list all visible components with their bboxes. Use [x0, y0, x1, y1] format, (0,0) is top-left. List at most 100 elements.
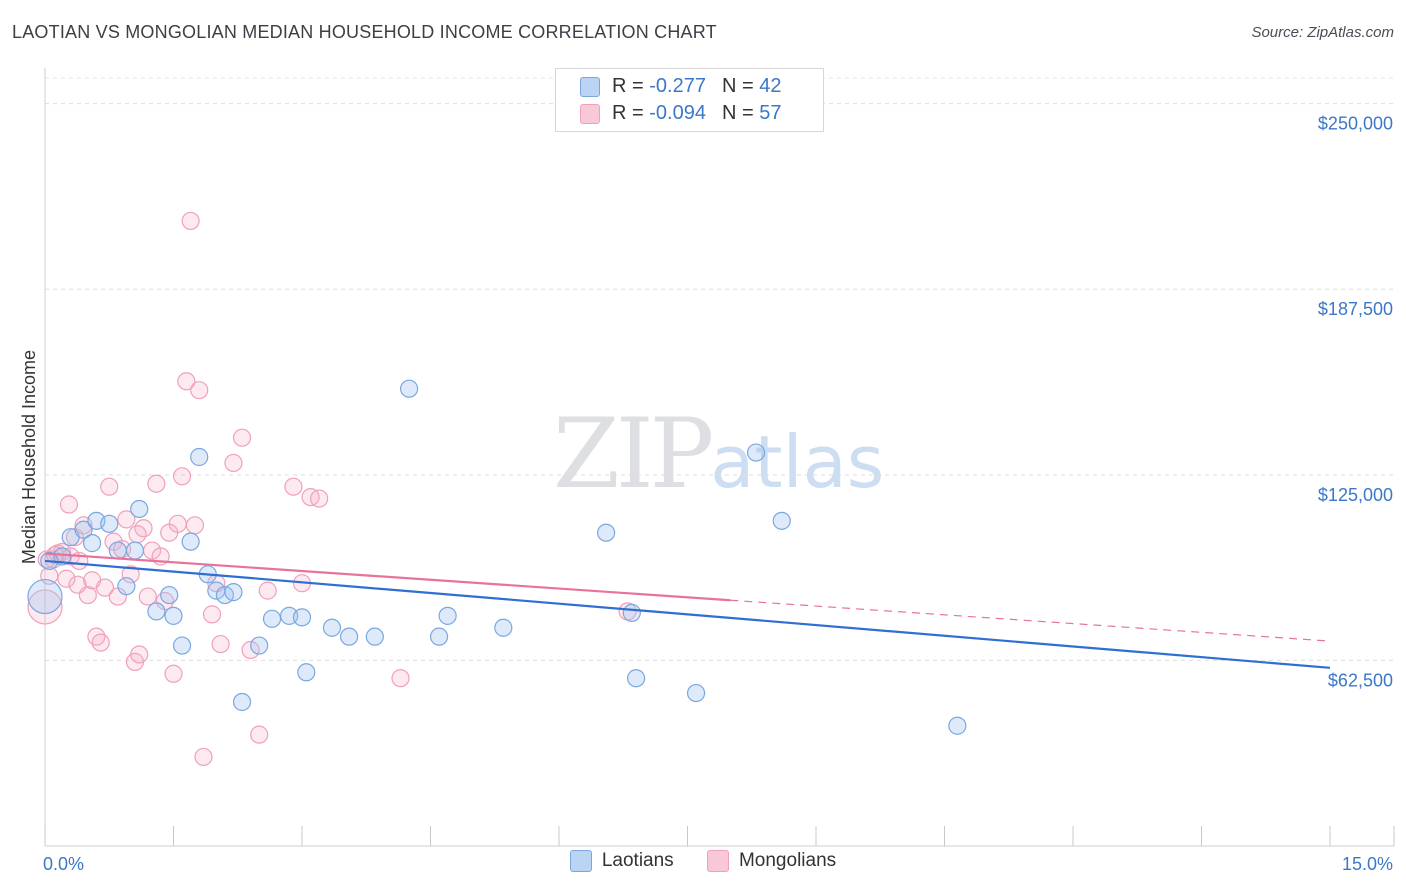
legend-row-mongolians: R = -0.094 N = 57 — [580, 102, 781, 128]
laotians-point-23 — [262, 609, 282, 628]
laotians-point-8 — [117, 577, 136, 596]
laotians-point-3 — [74, 520, 93, 539]
mongolians-point-26 — [147, 474, 166, 493]
mongolians-point-34 — [181, 211, 200, 231]
laotians-point-37 — [686, 683, 706, 703]
mongolians-point-53 — [68, 575, 87, 594]
y-tick-label-2: $187,500 — [1318, 299, 1393, 319]
laotians-point-7 — [108, 541, 127, 560]
mongolians-point-16 — [100, 477, 119, 496]
mongolians-point-41 — [224, 453, 243, 473]
x-tick-label-max: 15.0% — [1342, 854, 1393, 874]
correlation-legend: R = -0.277 N = 42 R = -0.094 N = 57 — [555, 68, 824, 132]
y-tick-label-1: $125,000 — [1318, 485, 1393, 505]
mongolians-point-22 — [130, 645, 149, 664]
mongolians-point-0 — [27, 589, 63, 625]
mongolians-point-45 — [258, 581, 277, 600]
laotians-point-6 — [100, 514, 119, 533]
mongolians-point-31 — [168, 514, 187, 533]
series-legend: Laotians Mongolians — [0, 850, 1406, 872]
laotians-point-15 — [181, 532, 200, 551]
laotians-point-12 — [160, 585, 179, 605]
laotians-point-4 — [83, 534, 102, 553]
laotians-point-25 — [292, 608, 312, 627]
mongolians-point-42 — [232, 428, 252, 447]
laotians-point-40 — [948, 716, 967, 735]
n-value-laotians: 42 — [759, 75, 782, 97]
x-axis-ticks — [44, 826, 1395, 846]
laotians-point-36 — [626, 669, 646, 688]
laotians-point-35 — [622, 603, 641, 622]
laotians-point-0 — [27, 578, 63, 615]
laotians-point-28 — [340, 627, 359, 646]
laotians-point-27 — [322, 618, 342, 637]
laotians-point-13 — [164, 606, 183, 625]
laotians-point-38 — [746, 443, 766, 462]
laotians-point-32 — [438, 606, 457, 625]
mongolians-point-6 — [59, 495, 79, 514]
r-value-laotians: -0.277 — [649, 75, 706, 97]
laotians-point-20 — [224, 583, 243, 602]
laotians-point-14 — [172, 636, 192, 655]
series-laotians-points — [27, 379, 967, 735]
mongolians-point-38 — [202, 605, 222, 624]
laotians-point-29 — [365, 627, 384, 646]
laotians-point-30 — [399, 379, 419, 398]
r-value-mongolians: -0.094 — [649, 102, 706, 124]
laotians-legend-swatch — [569, 850, 592, 872]
mongolians-point-46 — [284, 477, 303, 496]
laotians-point-22 — [250, 636, 269, 655]
mongolians-swatch — [580, 103, 600, 124]
y-axis-label: Median Household Income — [19, 350, 39, 564]
mongolians-point-24 — [138, 587, 157, 606]
mongolians-point-44 — [250, 725, 269, 744]
laotians-point-39 — [772, 511, 791, 530]
mongolians-point-50 — [391, 669, 410, 688]
r-label: R = — [612, 102, 644, 124]
mongolians-legend-swatch — [706, 850, 729, 872]
laotians-point-10 — [130, 499, 149, 519]
n-label: N = — [721, 102, 754, 124]
source-label: Source: ZipAtlas.com — [1251, 24, 1394, 41]
mongolians-trend-extension — [730, 599, 1331, 642]
y-tick-label-0: $62,500 — [1328, 670, 1393, 690]
zipatlas-watermark: ZIPatlas — [553, 398, 884, 510]
legend-label-laotians: Laotians — [601, 850, 674, 872]
mongolians-point-54 — [117, 510, 136, 529]
mongolians-point-33 — [177, 372, 196, 391]
mongolians-point-35 — [185, 516, 205, 535]
laotians-point-9 — [125, 541, 145, 560]
y-tick-label-3: $250,000 — [1318, 114, 1393, 134]
watermark-zip: ZIP — [553, 398, 714, 510]
mongolians-point-15 — [95, 578, 115, 597]
legend-item-mongolians[interactable]: Mongolians — [706, 850, 837, 872]
laotians-swatch — [580, 76, 600, 97]
laotians-point-11 — [147, 602, 166, 621]
laotians-trend-line — [44, 559, 1331, 669]
mongolians-point-20 — [121, 565, 140, 584]
series-mongolians-points — [27, 211, 637, 767]
laotians-point-26 — [297, 663, 316, 682]
grid-lines — [45, 77, 1394, 661]
legend-row-laotians: R = -0.277 N = 42 — [580, 75, 781, 101]
laotians-point-21 — [232, 692, 252, 712]
laotians-point-31 — [429, 627, 449, 646]
mongolians-point-14 — [91, 633, 110, 652]
chart-title: LAOTIAN VS MONGOLIAN MEDIAN HOUSEHOLD IN… — [12, 22, 717, 42]
laotians-point-16 — [190, 447, 209, 467]
watermark-atlas: atlas — [710, 420, 885, 504]
r-label: R = — [612, 75, 644, 97]
mongolians-point-37 — [194, 747, 213, 767]
mongolians-point-49 — [310, 489, 329, 508]
legend-item-laotians[interactable]: Laotians — [569, 850, 674, 872]
n-value-mongolians: 57 — [759, 102, 782, 124]
trend-lines — [44, 552, 1331, 669]
legend-label-mongolians: Mongolians — [738, 850, 837, 872]
laotians-point-34 — [597, 523, 616, 542]
mongolians-point-55 — [128, 525, 147, 544]
mongolians-trend-line — [44, 552, 731, 602]
x-tick-label-min: 0.0% — [43, 854, 84, 874]
y-tick-labels: $62,500 $125,000 $187,500 $250,000 — [1318, 114, 1393, 691]
mongolians-point-30 — [164, 664, 183, 683]
